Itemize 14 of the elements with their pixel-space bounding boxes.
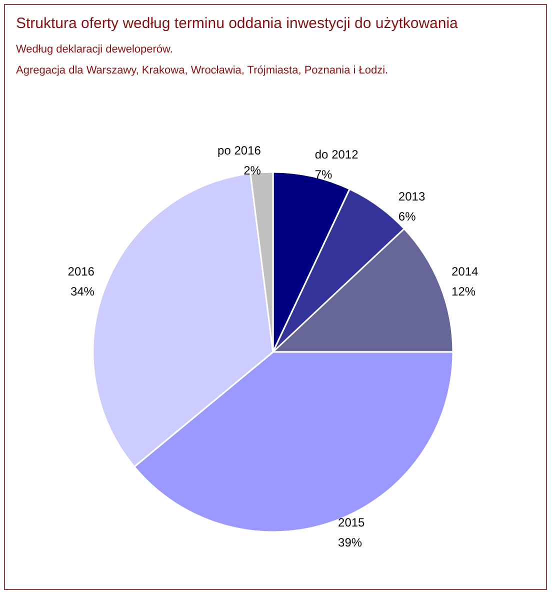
data-label: 6% (398, 210, 416, 224)
slice-label: do 2012 (314, 148, 359, 162)
data-label: 12% (452, 284, 476, 298)
slice-label: po 2016 (218, 143, 262, 158)
slice-label: 2016 (68, 264, 95, 278)
data-label: 39% (338, 536, 362, 550)
data-label: 34% (70, 284, 95, 298)
slice-label: 2015 (338, 516, 366, 530)
data-label: 2% (244, 163, 262, 178)
chart-subtitle: Według deklaracji deweloperów. Agregacja dla Warszawy, Krakowa, Wrocławia, Trójmiasta, Poznania i Łodzi. (16, 44, 388, 76)
data-label: 7% (314, 168, 333, 182)
slice-label: 2013 (398, 190, 426, 204)
chart-title: Struktura oferty według terminu oddania inwestycji do użytkowania (16, 15, 459, 32)
slice-label: 2014 (452, 264, 479, 278)
